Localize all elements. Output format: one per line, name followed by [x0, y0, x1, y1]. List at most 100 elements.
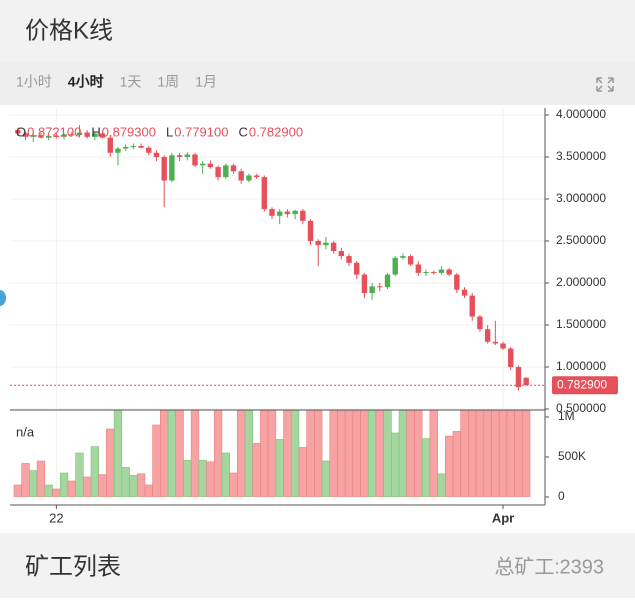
candle-body: [407, 256, 414, 265]
footer-bg: [0, 533, 635, 598]
candle-body: [284, 211, 291, 215]
tab[interactable]: 4小时: [68, 74, 104, 90]
total-value: 2393: [560, 556, 605, 578]
y-tick-label: 2.500000: [556, 233, 606, 247]
volume-bar: [190, 410, 200, 497]
candle-body: [300, 210, 306, 221]
volume-bar: [229, 472, 238, 497]
volume-bar: [29, 470, 38, 497]
volume-bar: [183, 459, 192, 497]
side-handle: [0, 290, 6, 306]
candle-body: [315, 240, 321, 246]
volume-bar: [521, 410, 531, 497]
candle-body: [161, 156, 167, 181]
volume-bar: [21, 463, 30, 497]
candle-body: [469, 295, 475, 317]
volume-bar: [367, 410, 377, 497]
candle-body: [292, 210, 298, 215]
volume-bar: [460, 410, 469, 497]
expand-icon[interactable]: [596, 77, 614, 92]
y-tick-label: 1.000000: [556, 359, 606, 373]
candle-body: [384, 274, 391, 288]
candle-body: [176, 155, 183, 157]
volume-bar: [67, 480, 76, 497]
volume-bar: [444, 435, 454, 497]
volume-bar: [129, 475, 138, 497]
candle-body: [261, 177, 267, 210]
candle-body: [169, 155, 175, 181]
ohlc-key: L: [166, 124, 173, 139]
candle-body: [99, 133, 106, 138]
candle-body: [400, 256, 406, 258]
y-tick-label: 1.500000: [556, 317, 606, 331]
volume-bar: [252, 443, 261, 497]
candle-body: [76, 132, 83, 136]
candle-body: [246, 175, 252, 181]
volume-bar: [144, 484, 153, 497]
candle-body: [423, 272, 429, 274]
candle-body: [69, 134, 75, 136]
candle-body: [392, 257, 398, 275]
candle-body: [15, 130, 21, 134]
tab[interactable]: 1月: [195, 74, 217, 90]
volume-bar: [121, 467, 130, 497]
tab[interactable]: 1天: [120, 74, 142, 90]
volume-bar: [298, 447, 307, 497]
volume-tick-label: 1M: [558, 409, 575, 423]
tab-bar: [0, 62, 635, 105]
y-tick-label: 0.500000: [556, 401, 606, 415]
candle-body: [130, 146, 137, 148]
volume-bar: [414, 410, 423, 497]
ohlc-value: 0.879300: [102, 124, 156, 139]
candle-body: [122, 146, 129, 149]
volume-bar: [152, 424, 161, 497]
candle-body: [354, 262, 360, 275]
candle-body: [415, 264, 422, 273]
last-price-label: 0.782900: [557, 377, 607, 391]
footer-title: 矿工列表: [25, 553, 121, 580]
candle-body: [215, 167, 221, 178]
tab[interactable]: 1周: [157, 74, 179, 90]
volume-bar: [206, 461, 215, 497]
candle-body: [454, 274, 460, 290]
candle-body: [323, 242, 329, 246]
candle-body: [446, 269, 452, 275]
candle-body: [307, 220, 314, 241]
candle-body: [22, 133, 29, 137]
candle-body: [153, 152, 160, 157]
candle-body: [477, 316, 483, 330]
ohlc-value: 0.782900: [249, 124, 303, 139]
volume-bar: [175, 410, 184, 497]
candle-body: [523, 377, 529, 386]
volume-bar: [90, 446, 100, 497]
volume-bar: [321, 460, 331, 497]
volume-bar: [98, 474, 107, 497]
candle-body: [492, 341, 499, 344]
candle-body: [38, 135, 44, 138]
candle-body: [230, 165, 237, 172]
volume-bar: [75, 452, 84, 497]
candle-body: [484, 329, 491, 342]
candle-body: [338, 251, 345, 257]
candle-body: [92, 133, 98, 137]
candle-body: [238, 171, 244, 181]
y-tick-label: 2.000000: [556, 275, 606, 289]
volume-bar: [44, 484, 53, 497]
volume-bar: [406, 410, 415, 497]
chart: 0.500000 1.000000 1.500000 2.000000 2.500000…: [0, 105, 635, 533]
volume-bar: [13, 484, 23, 497]
volume-bar: [429, 410, 438, 497]
volume-bar: [275, 439, 284, 497]
volume-bar: [391, 432, 400, 497]
tab[interactable]: 1小时: [16, 74, 52, 90]
candle-body: [184, 154, 190, 157]
volume-bar: [398, 410, 408, 497]
candle-body: [461, 289, 468, 296]
volume-bar: [106, 428, 115, 497]
ohlc-value: 0.872100: [27, 124, 81, 139]
candle-body: [377, 286, 383, 288]
candle-body: [53, 135, 60, 137]
volume-bar: [329, 410, 338, 497]
